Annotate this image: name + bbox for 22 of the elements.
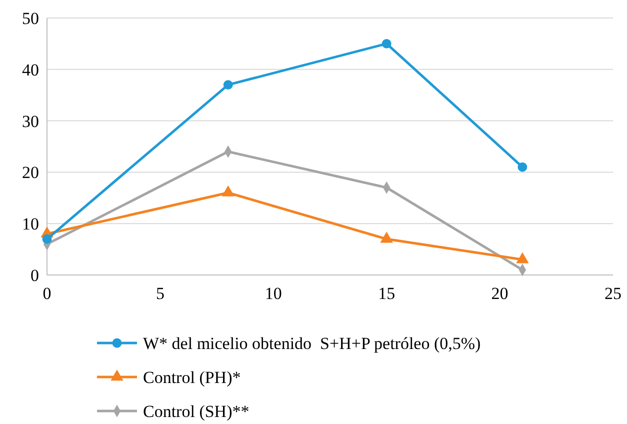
- y-tick-label: 20: [22, 163, 39, 182]
- legend-label: W* del micelio obtenido S+H+P petróleo (0,5%): [143, 334, 481, 353]
- y-tick-label: 40: [22, 60, 39, 80]
- x-tick-label: 0: [42, 284, 52, 303]
- legend-label: Control (PH)*: [143, 368, 241, 387]
- point: [518, 162, 528, 172]
- point: [42, 234, 52, 244]
- x-tick-label: 5: [156, 284, 164, 303]
- x-tick-label: 25: [604, 284, 622, 303]
- point: [380, 232, 393, 243]
- y-tick-label: 30: [22, 112, 39, 131]
- point: [222, 185, 234, 196]
- point: [516, 252, 529, 264]
- point: [382, 38, 392, 48]
- x-tick-label: 15: [378, 284, 396, 303]
- y-tick-label: 0: [30, 266, 39, 285]
- x-tick-label: 10: [264, 284, 282, 303]
- y-tick-label: 10: [22, 214, 39, 234]
- point: [223, 80, 233, 90]
- x-tick-label: 20: [491, 284, 508, 303]
- y-tick-label: 50: [22, 8, 39, 28]
- legend-label: Control (SH)**: [143, 402, 250, 421]
